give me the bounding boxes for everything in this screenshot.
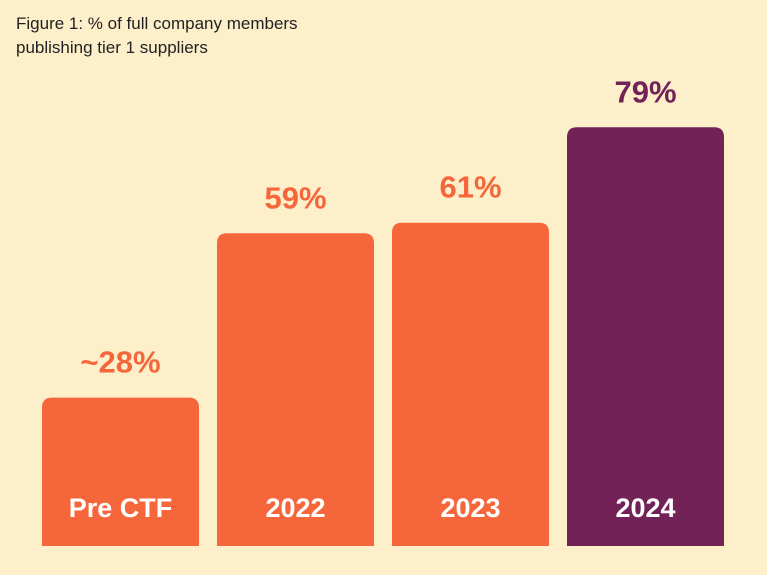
value-label: 59%	[264, 180, 326, 215]
value-label: 61%	[439, 170, 501, 205]
bar-2024	[567, 127, 724, 547]
chart-title: Figure 1: % of full company members publ…	[16, 12, 416, 60]
bar-2022	[217, 233, 374, 547]
value-label: ~28%	[80, 345, 160, 380]
chart-title-line-2: publishing tier 1 suppliers	[16, 38, 208, 57]
bar-2023	[392, 222, 549, 546]
category-label: 2022	[265, 493, 325, 523]
category-label: 2023	[440, 493, 500, 523]
bar-pre-ctf	[42, 397, 199, 546]
category-label: 2024	[615, 493, 675, 523]
category-label: Pre CTF	[69, 493, 173, 523]
value-label: 79%	[614, 74, 676, 109]
chart-title-line-1: Figure 1: % of full company members	[16, 14, 298, 33]
